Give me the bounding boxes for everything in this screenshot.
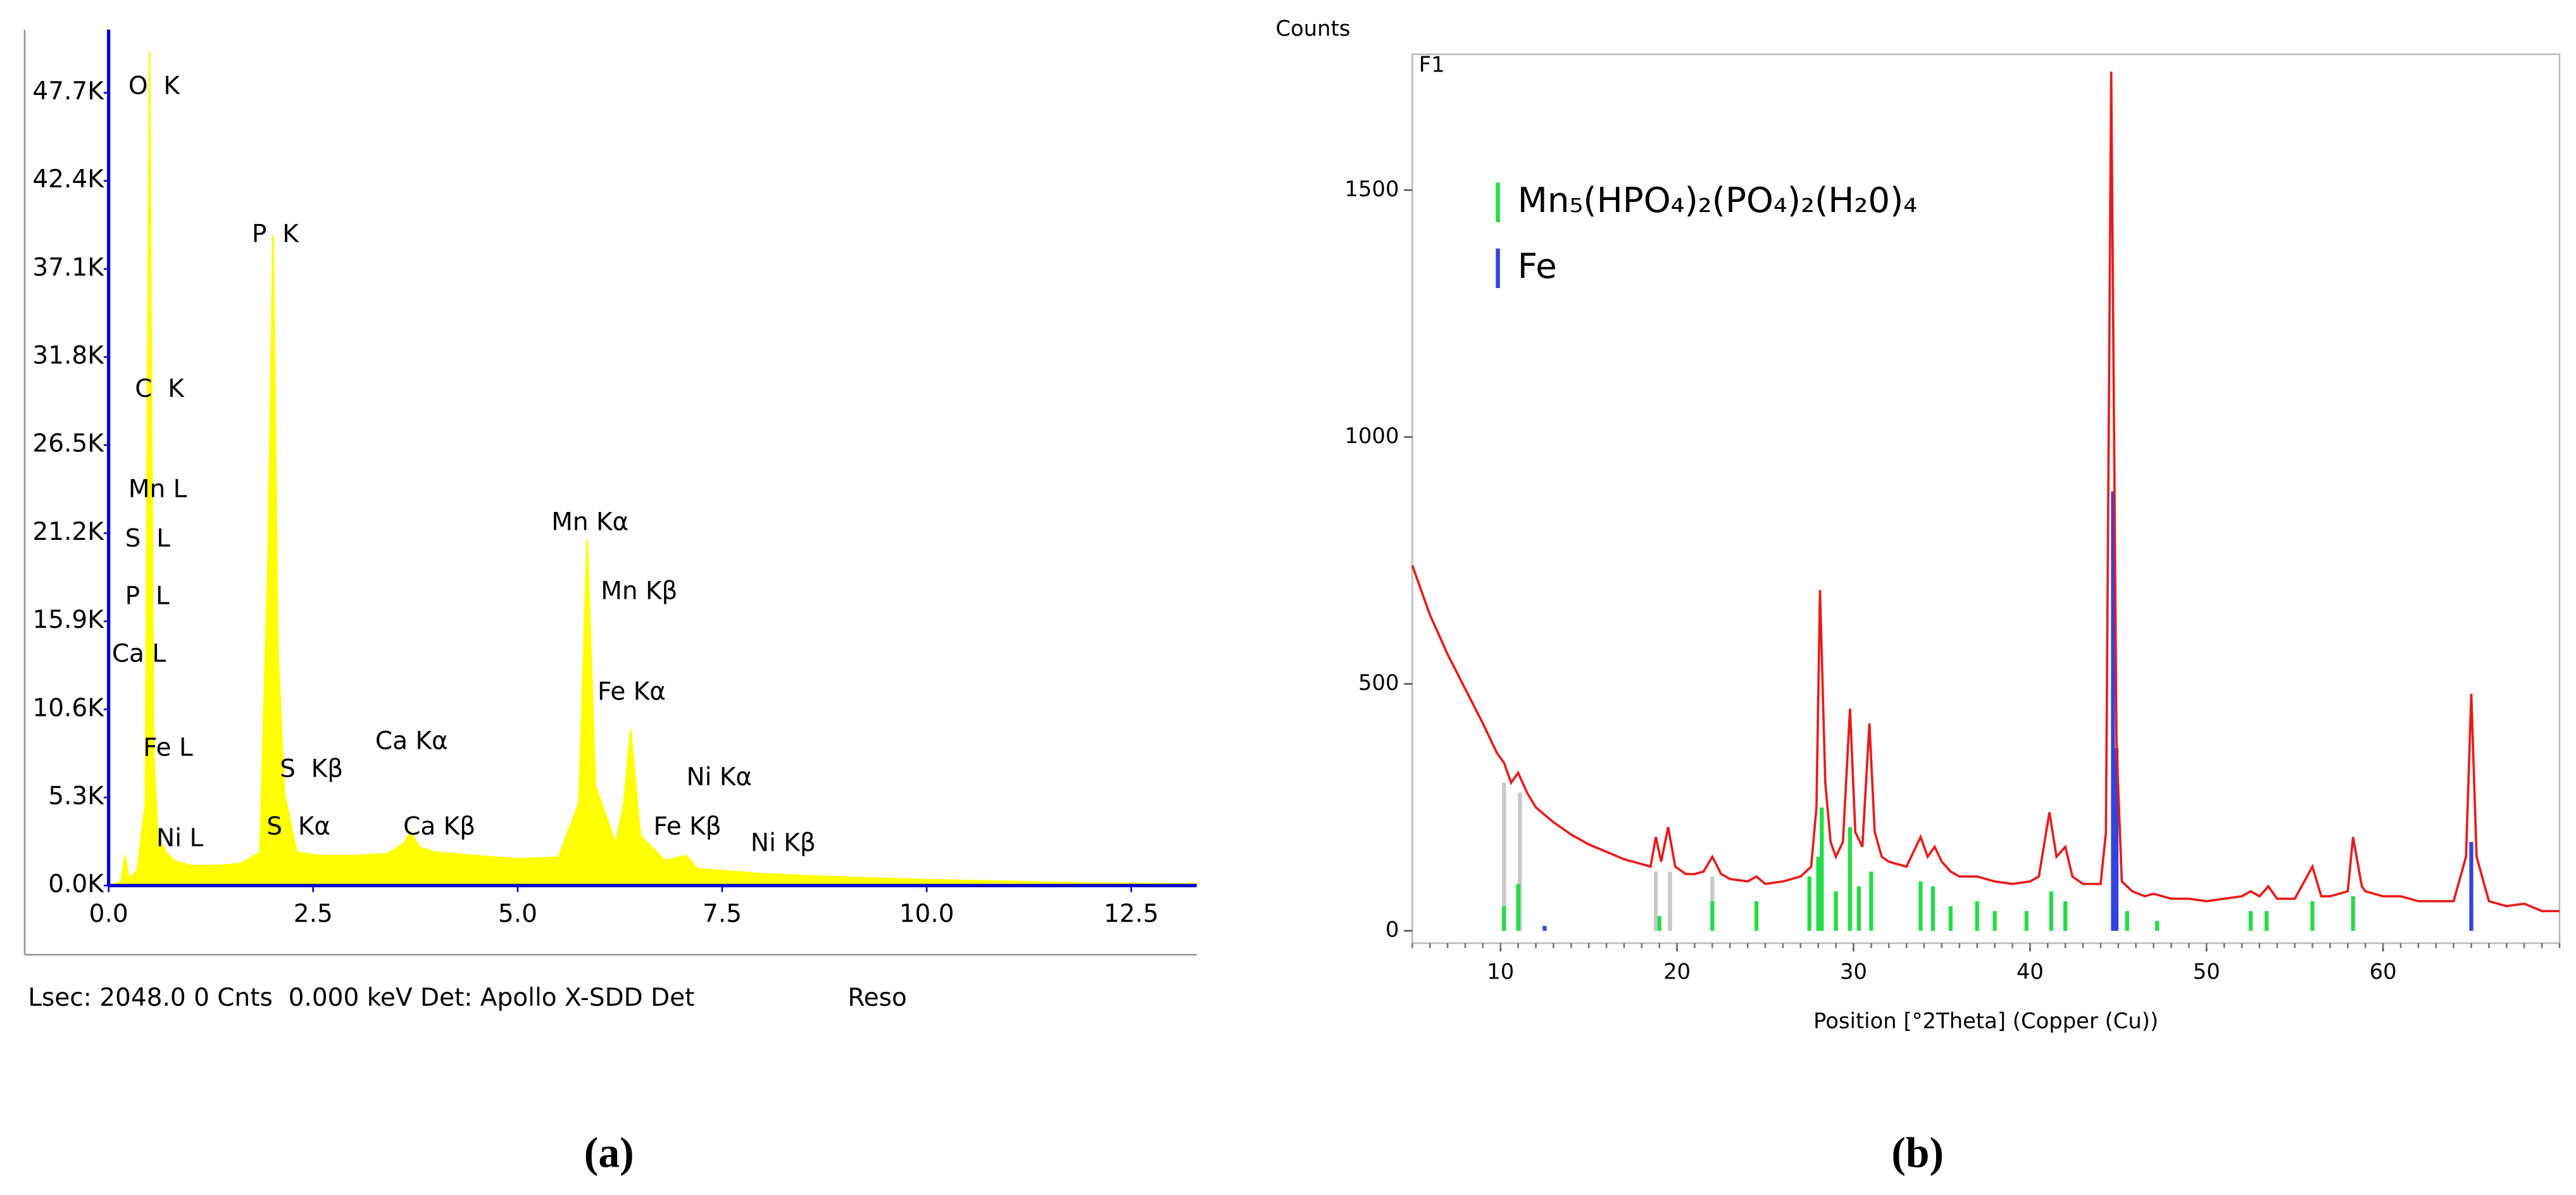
legend-label: Fe	[1518, 246, 1557, 286]
x-tick-label: 10.0	[899, 899, 954, 928]
footer-text: Reso	[847, 984, 907, 1012]
y-tick-label: 0	[1385, 917, 1399, 942]
peak-label: P K	[252, 220, 299, 248]
peak-label: Mn L	[128, 475, 187, 503]
y-tick-label: 0.0K	[48, 870, 104, 899]
peak-label: C K	[135, 375, 185, 403]
caption: (a)	[584, 1129, 634, 1177]
peak-label: Ca Kβ	[403, 813, 475, 841]
peak-label: S L	[125, 524, 171, 553]
caption: (b)	[1891, 1129, 1944, 1177]
x-tick-label: 30	[1840, 959, 1867, 984]
peak-label: S Kβ	[280, 755, 343, 784]
peak-label: Mn Kβ	[601, 577, 677, 606]
spectrum-area	[108, 51, 1197, 887]
y-tick-label: 15.9K	[32, 606, 104, 634]
x-tick-label: 60	[2370, 959, 2397, 984]
peak-label: Ca L	[112, 640, 166, 668]
y-tick-label: 47.7K	[32, 77, 104, 106]
y-tick-label: 10.6K	[32, 694, 104, 722]
peak-label: O K	[128, 72, 180, 100]
peak-label: Fe L	[143, 734, 193, 762]
y-tick-label: 26.5K	[32, 430, 104, 458]
plot-title: F1	[1419, 52, 1445, 77]
y-tick-label: 1000	[1345, 423, 1399, 448]
peak-label: Ca Kα	[375, 727, 448, 755]
peak-label: S Kα	[266, 813, 330, 841]
x-tick-label: 5.0	[498, 899, 537, 928]
pattern-line	[1411, 72, 2560, 913]
y-tick-label: 21.2K	[32, 518, 104, 546]
y-axis-label: Counts	[1275, 16, 1350, 41]
x-axis-label: Position [°2Theta] (Copper (Cu))	[1813, 1008, 2158, 1033]
peak-label: Fe Kβ	[653, 813, 721, 841]
x-tick-label: 2.5	[294, 899, 333, 928]
peak-label: Ni Kα	[686, 763, 752, 792]
x-tick-label: 40	[2016, 959, 2044, 984]
y-tick-label: 500	[1358, 670, 1399, 695]
y-tick-label: 42.4K	[32, 165, 104, 194]
footer-text: Lsec: 2048.0 0 Cnts 0.000 keV Det: Apoll…	[28, 984, 694, 1012]
peak-label: Fe Kα	[597, 677, 666, 706]
y-tick-label: 1500	[1345, 177, 1399, 201]
peak-label: Ni L	[156, 824, 203, 853]
x-tick-label: 7.5	[703, 899, 742, 928]
y-tick-label: 5.3K	[48, 782, 104, 810]
peak-label: Mn Kα	[551, 508, 628, 536]
x-tick-label: 0.0	[89, 899, 128, 928]
x-tick-label: 12.5	[1104, 899, 1159, 928]
y-tick-label: 31.8K	[32, 342, 104, 370]
legend-label: Mn₅(HPO₄)₂(PO₄)₂(H₂0)₄	[1518, 180, 1918, 220]
plot-frame	[1411, 53, 2561, 944]
x-tick-label: 50	[2193, 959, 2220, 984]
x-tick-label: 20	[1663, 959, 1691, 984]
x-tick-label: 10	[1487, 959, 1514, 984]
peak-label: Ni Kβ	[751, 829, 816, 858]
y-tick-label: 37.1K	[32, 253, 104, 282]
peak-label: P L	[125, 582, 170, 610]
